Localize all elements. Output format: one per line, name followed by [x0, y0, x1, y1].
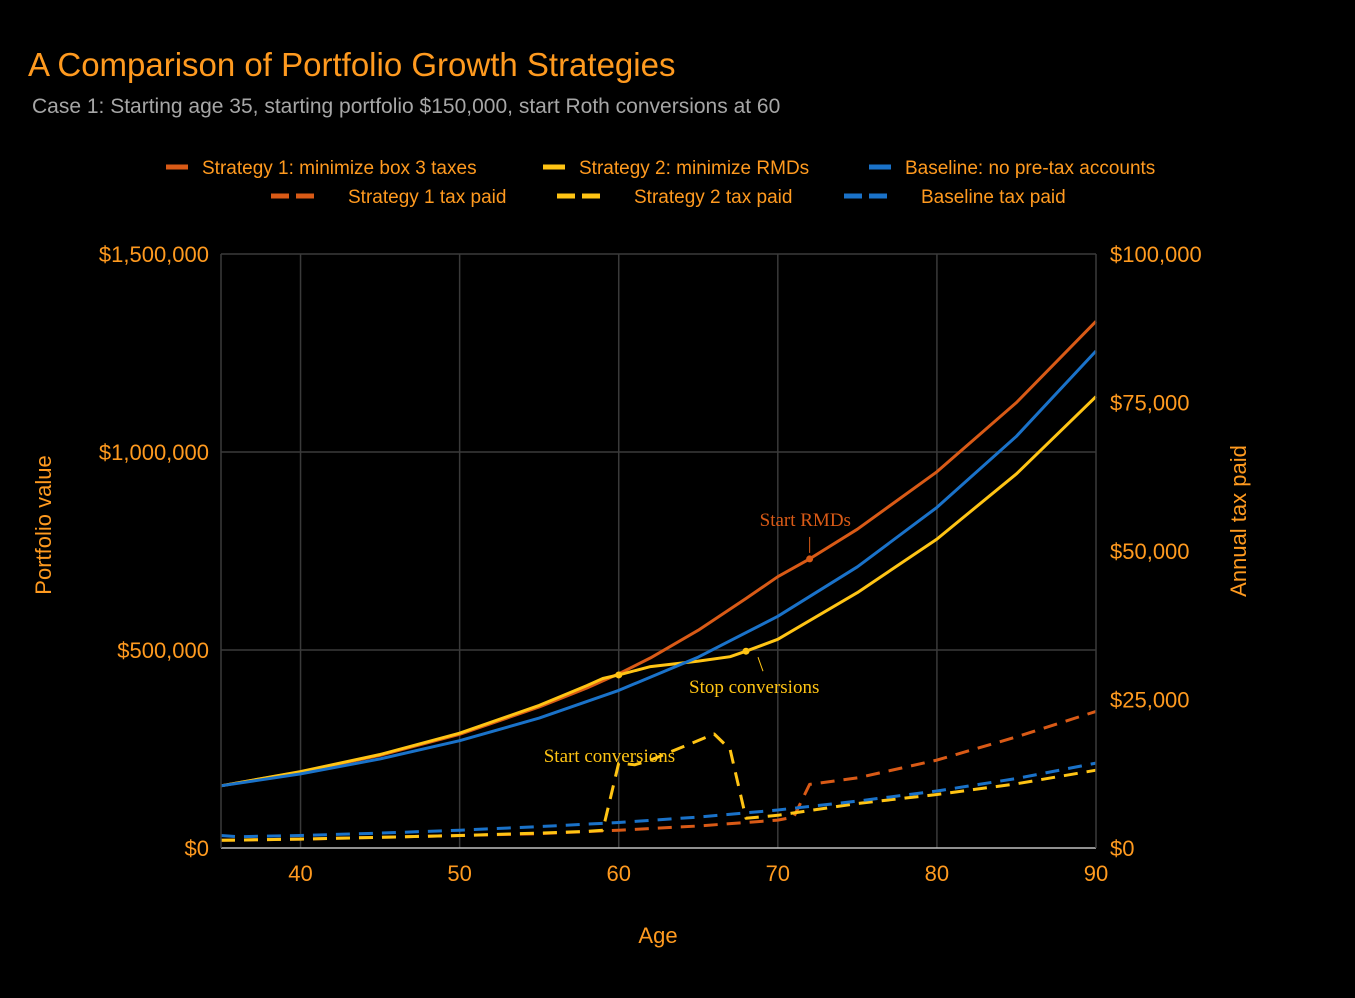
- legend-label-s1-tax: Strategy 1 tax paid: [348, 187, 506, 208]
- annotation-label-2: Start conversions: [544, 746, 675, 767]
- y-right-tick-label: $0: [1110, 836, 1134, 861]
- legend-label-s2-tax: Strategy 2 tax paid: [634, 187, 792, 208]
- tick-labels: 40 50 60 70 80 90$0$500,000$1,000,000$1,500,0…: [99, 242, 1202, 886]
- series-lines: [220, 320, 1098, 842]
- x-tick-label: 50: [447, 861, 471, 886]
- annotation-marker-1: [742, 647, 750, 655]
- annotation-markers: [615, 536, 814, 679]
- y-left-tick-label: $0: [185, 836, 209, 861]
- series-line-base-value: [220, 349, 1098, 788]
- legend-label-base-tax: Baseline tax paid: [921, 187, 1066, 208]
- legend-label-s1-value: Strategy 1: minimize box 3 taxes: [202, 158, 477, 179]
- legend-label-s2-value: Strategy 2: minimize RMDs: [579, 158, 809, 179]
- x-tick-label: 90: [1084, 861, 1108, 886]
- axes: [220, 254, 1097, 849]
- annotation-marker-0: [806, 555, 814, 563]
- annotation-label-0: Start RMDs: [760, 510, 851, 531]
- grid: [221, 253, 1096, 848]
- x-axis-label: Age: [638, 923, 677, 948]
- legend-label-base-value: Baseline: no pre-tax accounts: [905, 158, 1155, 179]
- x-tick-label: 70: [766, 861, 790, 886]
- annotation-marker-2: [615, 671, 623, 679]
- series-line-s1-value: [220, 320, 1098, 788]
- x-tick-label: 40: [288, 861, 312, 886]
- series-line-s2-value: [220, 395, 1098, 788]
- chart-title: A Comparison of Portfolio Growth Strateg…: [28, 46, 675, 83]
- y-right-tick-label: $50,000: [1110, 539, 1190, 564]
- series-line-s2-tax: [220, 732, 1097, 842]
- annotation-label-1: Stop conversions: [689, 677, 819, 698]
- y-left-tick-label: $1,000,000: [99, 440, 209, 465]
- y-right-tick-label: $75,000: [1110, 391, 1190, 416]
- annotations: Start RMDs Stop conversions Start conversi…: [544, 510, 851, 767]
- y-axis-left-label: Portfolio value: [31, 455, 56, 594]
- series-line-base-tax: [220, 761, 1097, 839]
- x-tick-label: 60: [606, 861, 630, 886]
- annotation-leader-1: [757, 657, 764, 672]
- y-right-tick-label: $25,000: [1110, 688, 1190, 713]
- legend: Strategy 1: minimize box 3 taxes Strategy…: [166, 158, 1155, 208]
- y-left-tick-label: $1,500,000: [99, 242, 209, 267]
- chart-subtitle: Case 1: Starting age 35, starting portfo…: [32, 95, 780, 118]
- y-right-tick-label: $100,000: [1110, 242, 1202, 267]
- y-axis-right-label: Annual tax paid: [1226, 445, 1251, 597]
- x-tick-label: 80: [925, 861, 949, 886]
- y-left-tick-label: $500,000: [117, 638, 209, 663]
